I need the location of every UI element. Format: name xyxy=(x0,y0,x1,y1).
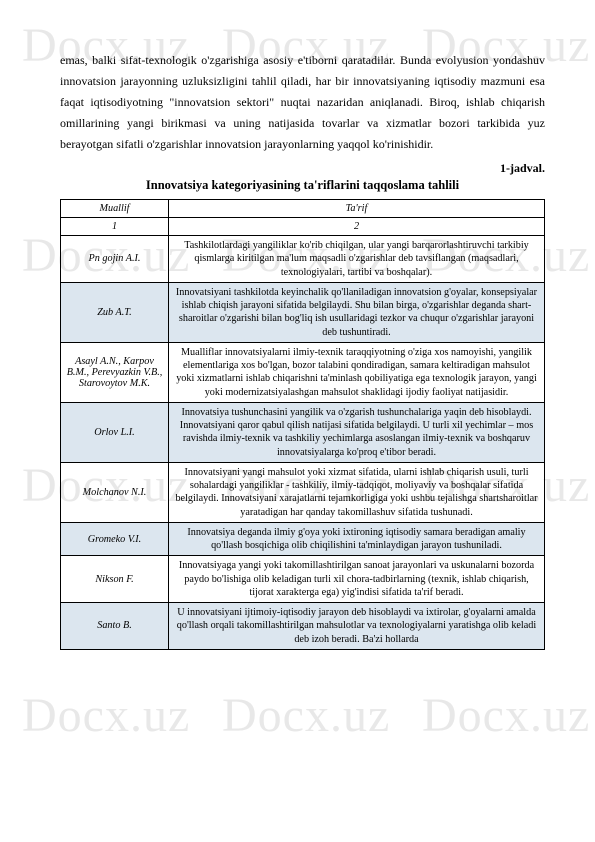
definition-cell: Innovatsiyani tashkilotda keyinchalik qo… xyxy=(169,282,545,342)
table-row: Molchanov N.I.Innovatsiyani yangi mahsul… xyxy=(61,462,545,522)
definition-cell: Innovatsiyani yangi mahsulot yoki xizmat… xyxy=(169,462,545,522)
table-row: Pn gojin A.I.Tashkilotlardagi yangilikla… xyxy=(61,236,545,283)
table-subheader-row: 1 2 xyxy=(61,218,545,236)
table-title: Innovatsiya kategoriyasining ta'riflarin… xyxy=(60,178,545,193)
author-cell: Zub A.T. xyxy=(61,282,169,342)
header-definition: Ta'rif xyxy=(169,200,545,218)
author-cell: Pn gojin A.I. xyxy=(61,236,169,283)
table-header-row: Muallif Ta'rif xyxy=(61,200,545,218)
table-row: Asayl A.N., Karpov B.M., Perevyazkin V.B… xyxy=(61,342,545,402)
definitions-table: Muallif Ta'rif 1 2 Pn gojin A.I.Tashkilo… xyxy=(60,199,545,650)
intro-paragraph: emas, balki sifat-texnologik o'zgarishig… xyxy=(60,50,545,155)
author-cell: Molchanov N.I. xyxy=(61,462,169,522)
definition-cell: Innovatsiya tushunchasini yangilik va o'… xyxy=(169,402,545,462)
watermark: Docx.uz xyxy=(422,688,590,743)
table-row: Zub A.T.Innovatsiyani tashkilotda keyinc… xyxy=(61,282,545,342)
page-content: emas, balki sifat-texnologik o'zgarishig… xyxy=(0,0,595,680)
author-cell: Nikson F. xyxy=(61,556,169,603)
definition-cell: Mualliflar innovatsiyalarni ilmiy-texnik… xyxy=(169,342,545,402)
table-row: Gromeko V.I.Innovatsiya deganda ilmiy g'… xyxy=(61,522,545,556)
watermark: Docx.uz xyxy=(222,688,390,743)
header-author: Muallif xyxy=(61,200,169,218)
definition-cell: U innovatsiyani ijtimoiy-iqtisodiy jaray… xyxy=(169,603,545,650)
watermark: Docx.uz xyxy=(22,688,190,743)
author-cell: Santo B. xyxy=(61,603,169,650)
definition-cell: Tashkilotlardagi yangiliklar ko'rib chiq… xyxy=(169,236,545,283)
table-row: Orlov L.I.Innovatsiya tushunchasini yang… xyxy=(61,402,545,462)
definition-cell: Innovatsiyaga yangi yoki takomillashtiri… xyxy=(169,556,545,603)
definition-cell: Innovatsiya deganda ilmiy g'oya yoki ixt… xyxy=(169,522,545,556)
author-cell: Orlov L.I. xyxy=(61,402,169,462)
table-row: Santo B.U innovatsiyani ijtimoiy-iqtisod… xyxy=(61,603,545,650)
subheader-2: 2 xyxy=(169,218,545,236)
subheader-1: 1 xyxy=(61,218,169,236)
author-cell: Asayl A.N., Karpov B.M., Perevyazkin V.B… xyxy=(61,342,169,402)
table-row: Nikson F.Innovatsiyaga yangi yoki takomi… xyxy=(61,556,545,603)
author-cell: Gromeko V.I. xyxy=(61,522,169,556)
table-label: 1-jadval. xyxy=(60,161,545,176)
